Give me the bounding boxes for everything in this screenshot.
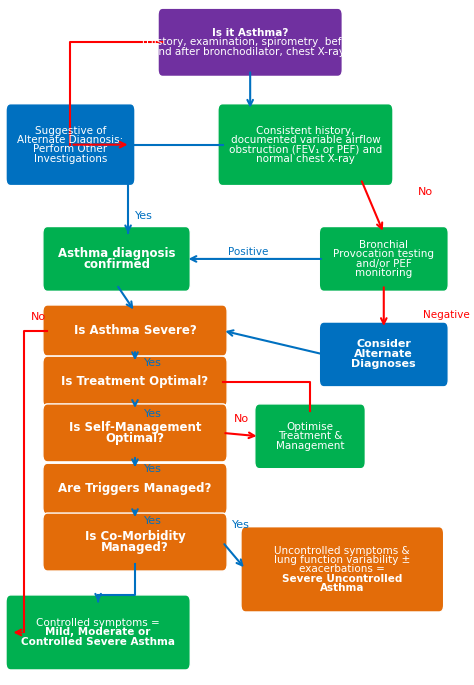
Text: normal chest X-ray: normal chest X-ray <box>256 153 355 164</box>
Text: No: No <box>31 312 46 322</box>
FancyBboxPatch shape <box>6 595 190 670</box>
Text: documented variable airflow: documented variable airflow <box>230 135 380 145</box>
FancyBboxPatch shape <box>43 404 227 462</box>
FancyBboxPatch shape <box>218 103 393 186</box>
Text: Yes: Yes <box>145 516 163 526</box>
Text: No: No <box>233 414 248 424</box>
Text: monitoring: monitoring <box>355 268 412 278</box>
Text: Yes: Yes <box>135 211 153 221</box>
Text: Consider: Consider <box>356 340 411 349</box>
Text: Mild, Moderate or: Mild, Moderate or <box>46 627 151 638</box>
FancyBboxPatch shape <box>43 356 227 408</box>
Text: Are Triggers Managed?: Are Triggers Managed? <box>58 482 212 495</box>
Text: exacerbations =: exacerbations = <box>300 564 385 574</box>
Text: Management: Management <box>276 440 344 451</box>
Text: Optimal?: Optimal? <box>106 432 164 445</box>
Text: obstruction (FEV₁ or PEF) and: obstruction (FEV₁ or PEF) and <box>229 145 382 154</box>
FancyBboxPatch shape <box>43 305 227 356</box>
Text: Yes: Yes <box>145 464 163 474</box>
Text: Managed?: Managed? <box>101 541 169 554</box>
Text: Provocation testing: Provocation testing <box>333 249 434 259</box>
FancyBboxPatch shape <box>43 463 227 514</box>
Text: Negative: Negative <box>423 310 469 320</box>
Text: Alternate: Alternate <box>355 349 413 360</box>
FancyBboxPatch shape <box>241 527 444 612</box>
Text: Asthma diagnosis: Asthma diagnosis <box>58 247 175 260</box>
Text: No: No <box>418 188 433 197</box>
Text: Diagnoses: Diagnoses <box>351 360 416 369</box>
FancyBboxPatch shape <box>158 8 342 77</box>
Text: Severe Uncontrolled: Severe Uncontrolled <box>282 573 402 584</box>
Text: Yes: Yes <box>145 409 163 419</box>
FancyBboxPatch shape <box>319 322 448 387</box>
Text: Perform Other: Perform Other <box>34 145 108 154</box>
Text: Consistent history,: Consistent history, <box>256 125 355 136</box>
Text: Asthma: Asthma <box>320 583 365 593</box>
Text: Investigations: Investigations <box>34 153 107 164</box>
Text: Is Self-Management: Is Self-Management <box>69 421 201 434</box>
Text: Yes: Yes <box>145 358 163 368</box>
Text: confirmed: confirmed <box>83 258 150 271</box>
Text: Uncontrolled symptoms &: Uncontrolled symptoms & <box>274 546 410 556</box>
FancyBboxPatch shape <box>255 404 365 469</box>
Text: and/or PEF: and/or PEF <box>356 259 411 269</box>
Text: and after bronchodilator, chest X-ray): and after bronchodilator, chest X-ray) <box>152 47 348 57</box>
Text: Controlled symptoms =: Controlled symptoms = <box>36 618 160 628</box>
Text: Treatment &: Treatment & <box>278 432 342 441</box>
Text: Suggestive of: Suggestive of <box>35 125 106 136</box>
Text: Is Treatment Optimal?: Is Treatment Optimal? <box>62 375 209 388</box>
Text: Positive: Positive <box>228 247 268 257</box>
Text: Yes: Yes <box>232 520 250 530</box>
Text: Alternate Diagnosis:: Alternate Diagnosis: <box>18 135 124 145</box>
Text: Is Co-Morbidity: Is Co-Morbidity <box>85 530 185 543</box>
Text: Is Asthma Severe?: Is Asthma Severe? <box>73 324 196 337</box>
Text: Is it Asthma?: Is it Asthma? <box>212 28 288 38</box>
Text: Optimise: Optimise <box>287 422 334 432</box>
Text: lung function variability ±: lung function variability ± <box>274 555 410 565</box>
FancyBboxPatch shape <box>43 513 227 571</box>
Text: (History, examination, spirometry  before: (History, examination, spirometry before <box>142 37 358 47</box>
FancyBboxPatch shape <box>43 227 190 291</box>
FancyBboxPatch shape <box>319 227 448 291</box>
Text: Controlled Severe Asthma: Controlled Severe Asthma <box>21 637 175 647</box>
Text: Bronchial: Bronchial <box>359 240 408 250</box>
FancyBboxPatch shape <box>6 103 135 186</box>
